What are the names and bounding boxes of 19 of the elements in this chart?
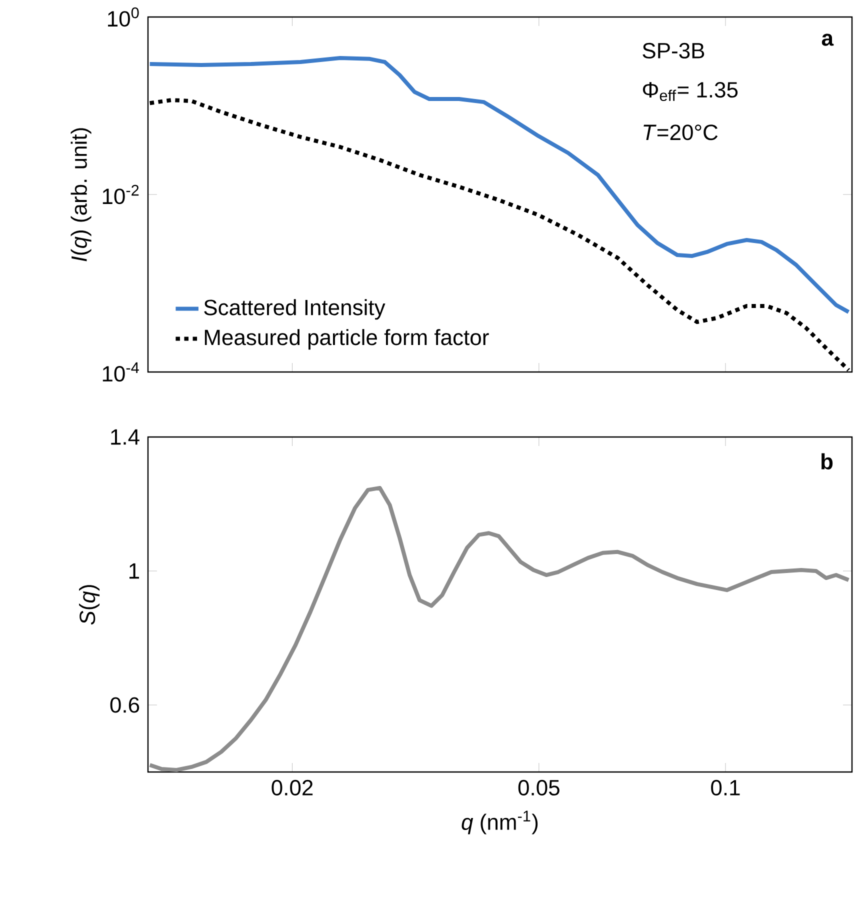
y-tick-label: 1.4 [111, 429, 140, 445]
y-tick-label: 0.6 [110, 697, 140, 713]
y-tick-label: 10$^{-2}$ [102, 184, 139, 204]
x-axis-title: q (nm$^{-1}$) [462, 810, 538, 834]
annotation: SP-3B [642, 42, 704, 58]
annotation: T=20°C [644, 124, 718, 140]
y-axis-title: S(q) [79, 585, 100, 625]
y-tick-label: 10$^{0}$ [108, 7, 139, 27]
x-tick-label: 0.02 [272, 780, 313, 796]
y-axis-title: I(q) (arb. unit) [70, 128, 92, 262]
x-tick-label: 0.05 [518, 780, 560, 796]
legend-label: Measured particle form factor [204, 329, 489, 350]
y-tick-label: 10$^{-4}$ [102, 362, 139, 382]
annotation: b [822, 453, 833, 470]
annotation: a [822, 34, 834, 46]
annotation: Φ$_{eff}$= 1.35 [642, 82, 738, 102]
legend-label: Scattered Intensity [204, 299, 386, 320]
x-tick-label: 0.1 [711, 780, 740, 796]
y-tick-label: 1 [129, 563, 139, 579]
